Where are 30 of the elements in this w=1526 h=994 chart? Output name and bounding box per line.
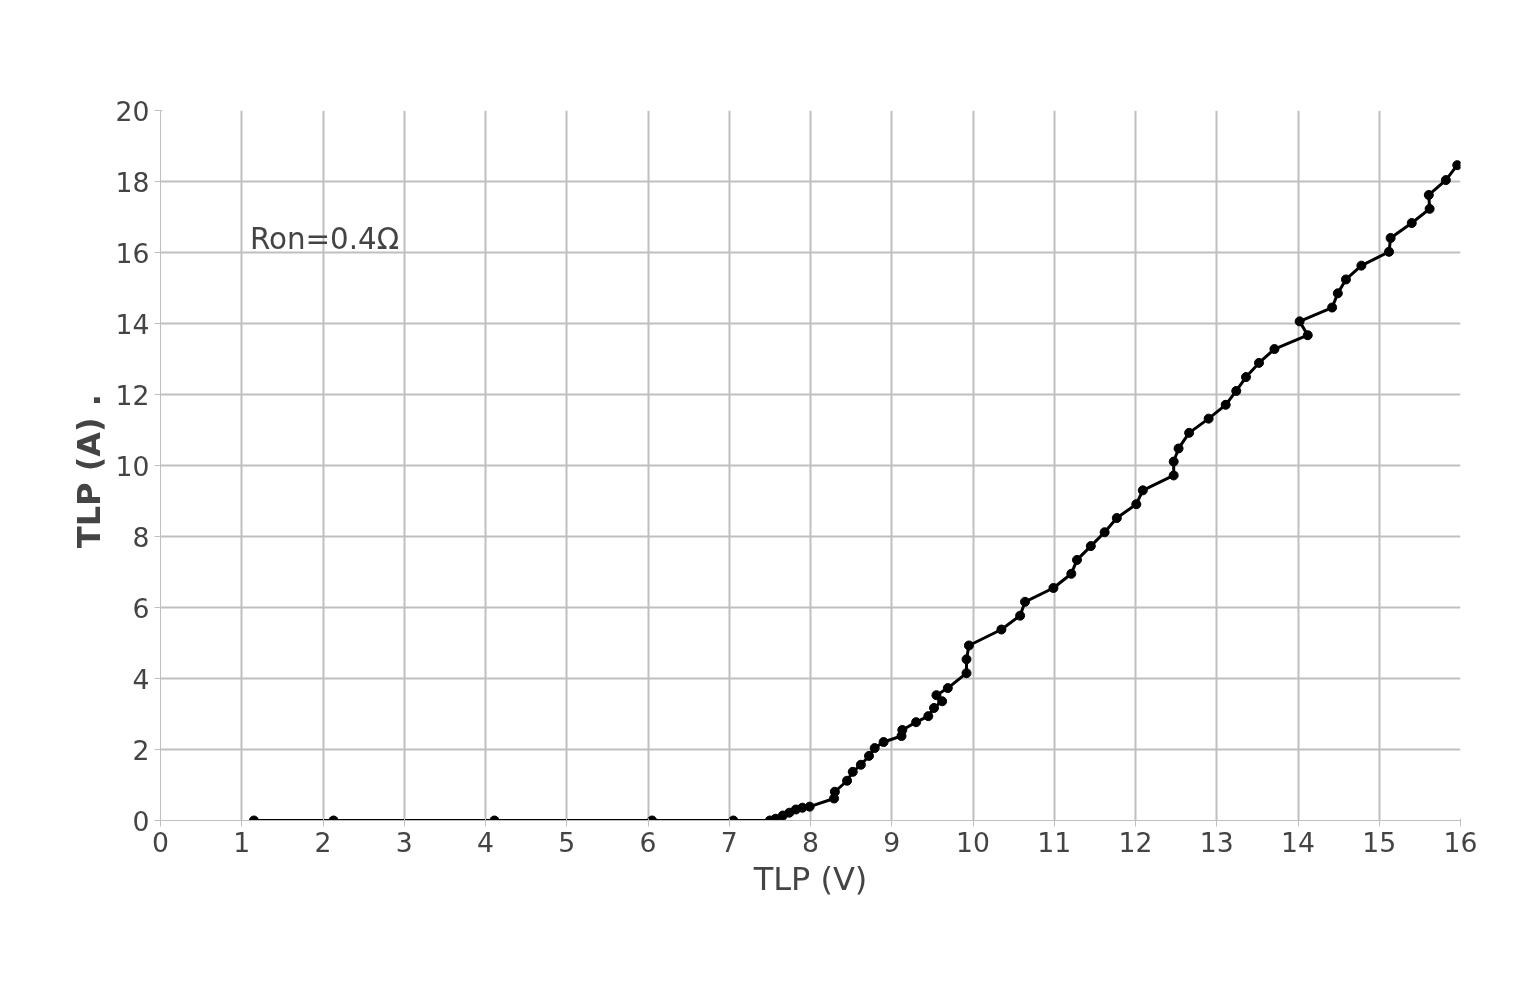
y-tick-label: 16 <box>115 237 150 269</box>
x-tick-label: 12 <box>1118 826 1153 858</box>
annotation: Ron=0.4Ω <box>249 222 400 257</box>
x-tick-label: 1 <box>233 826 251 858</box>
y-tick-label: 8 <box>132 521 150 553</box>
y-tick-label: 6 <box>132 592 150 624</box>
x-tick-label: 9 <box>883 826 901 858</box>
y-tick-label: 18 <box>115 166 150 198</box>
x-tick-label: 6 <box>639 826 657 858</box>
y-tick-label: 14 <box>115 308 150 340</box>
x-tick-label: 10 <box>956 826 990 858</box>
y-tick-label: 4 <box>132 663 150 695</box>
y-tick-label: 20 <box>115 95 150 127</box>
x-tick-label: 15 <box>1362 826 1397 858</box>
x-tick-label: 7 <box>720 826 738 858</box>
y-axis-title: TLP (A) . <box>69 394 108 549</box>
x-axis-title: TLP (V) <box>752 859 868 898</box>
y-tick-label: 12 <box>115 379 150 411</box>
x-tick-label: 4 <box>477 826 494 858</box>
x-tick-label: 16 <box>1443 826 1478 858</box>
x-tick-label: 8 <box>802 826 819 858</box>
x-tick-label: 3 <box>395 826 413 858</box>
x-tick-label: 14 <box>1281 826 1315 858</box>
x-tick-label: 13 <box>1199 826 1234 858</box>
x-tick-label: 11 <box>1037 826 1072 858</box>
y-tick-label: 2 <box>132 734 150 766</box>
y-tick-label: 0 <box>132 805 150 837</box>
x-tick-label: 2 <box>314 826 332 858</box>
x-tick-label: 5 <box>558 826 576 858</box>
y-tick-label: 10 <box>115 450 150 482</box>
